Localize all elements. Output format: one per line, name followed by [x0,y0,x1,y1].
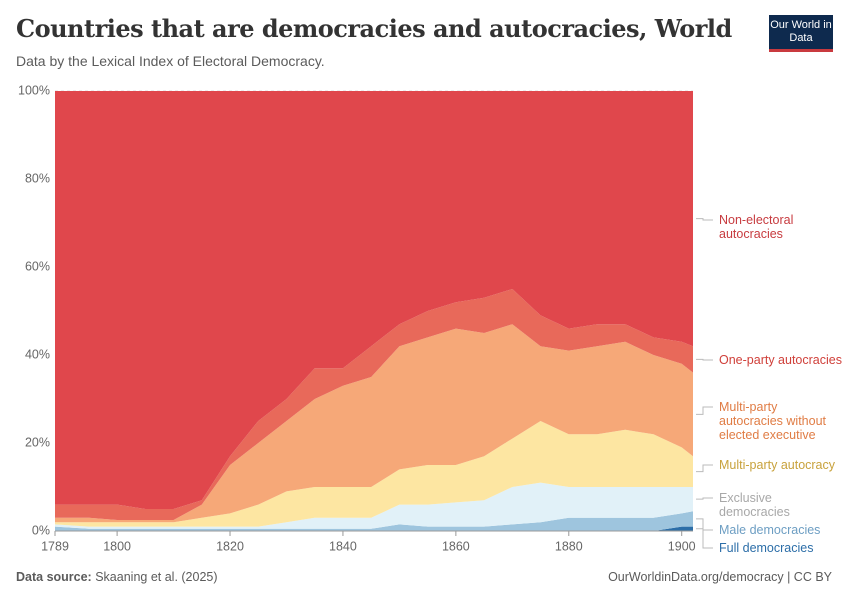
chart-title: Countries that are democracies and autoc… [16,14,732,43]
y-tick-label: 40% [25,347,50,361]
footer-url[interactable]: OurWorldinData.org/democracy | CC BY [608,570,832,584]
legend-label[interactable]: Male democracies [719,523,821,537]
x-tick-label: 1800 [103,539,131,553]
area [55,324,693,523]
area [55,91,693,509]
legend-label[interactable]: Non-electoral autocracies [719,213,794,241]
legend-label[interactable]: Full democracies [719,541,814,555]
subtitle: Data by the Lexical Index of Electoral D… [16,53,325,69]
area [55,482,693,529]
legend-connector [696,218,713,221]
area [55,421,693,527]
legend-label[interactable]: Multi-party autocracy [719,458,836,472]
x-tick-label: 1820 [216,539,244,553]
x-tick-label: 1840 [329,539,357,553]
legend-label[interactable]: One-party autocracies [719,353,842,367]
footer-source: Data source: Skaaning et al. (2025) [16,570,218,584]
x-tick-label: 1900 [668,539,696,553]
legend-connector [696,518,713,531]
legend-label[interactable]: Exclusive democracies [719,491,790,519]
x-tick-label: 1789 [41,539,69,553]
legend-connector [696,406,713,415]
x-tick-label: 1880 [555,539,583,553]
y-tick-label: 80% [25,171,50,185]
y-tick-label: 0% [32,523,50,537]
y-tick-label: 100% [18,83,50,97]
y-tick-label: 60% [25,259,50,273]
logo[interactable]: Our World in Data [769,15,833,52]
y-tick-label: 20% [25,435,50,449]
legend-connector [696,464,713,473]
source-label: Data source: [16,570,92,584]
legend-connector [696,528,713,549]
area [55,511,693,531]
x-tick-label: 1860 [442,539,470,553]
legend-connector [696,358,713,361]
source: Skaaning et al. (2025) [95,570,218,584]
legend-label[interactable]: Multi-party autocracies without elected … [719,400,827,442]
legend-connector [696,497,713,500]
